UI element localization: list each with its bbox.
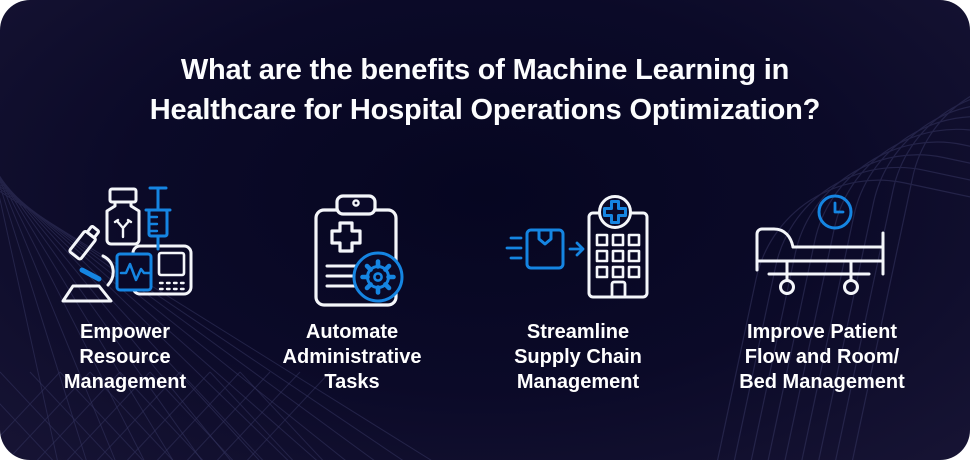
benefit-label-line: Streamline (526, 321, 630, 343)
benefit-label-line: Bed Management (739, 371, 905, 393)
page-title: What are the benefits of Machine Learnin… (40, 50, 930, 130)
lab-resources-icon (61, 186, 193, 303)
benefit-label-line: Administrative (282, 346, 422, 368)
benefit-label-line: Management (63, 371, 187, 393)
benefit-label-line: Resource (79, 346, 171, 368)
benefit-icon-wrap (468, 180, 688, 310)
benefit-label: Automate Administrative Tasks (242, 320, 462, 395)
benefit-label-line: Flow and Room/ (744, 346, 900, 368)
benefit-label-line: Improve Patient (746, 321, 898, 343)
page-title-line-2: Healthcare for Hospital Operations Optim… (149, 94, 821, 126)
benefit-label: Streamline Supply Chain Management (468, 320, 688, 395)
package-to-hospital-icon (505, 195, 649, 299)
benefit-label: Improve Patient Flow and Room/ Bed Manag… (712, 320, 932, 395)
benefit-label-line: Supply Chain (514, 346, 642, 368)
benefit-label-line: Tasks (324, 371, 380, 393)
benefit-icon-wrap (712, 188, 932, 308)
benefit-streamline-supply-chain: Streamline Supply Chain Management (468, 180, 688, 420)
benefit-icon-wrap (242, 188, 462, 308)
benefit-automate-administrative-tasks: Automate Administrative Tasks (242, 180, 462, 420)
benefit-label-line: Automate (305, 321, 399, 343)
benefit-improve-patient-flow: Improve Patient Flow and Room/ Bed Manag… (712, 180, 932, 420)
page-title-line-1: What are the benefits of Machine Learnin… (180, 54, 790, 86)
clipboard-gear-icon (314, 194, 404, 307)
hospital-bed-clock-icon (755, 194, 885, 295)
benefit-empower-resource-management: Empower Resource Management (15, 180, 235, 420)
benefit-label-line: Management (516, 371, 640, 393)
benefit-label-line: Empower (79, 321, 171, 343)
benefit-label: Empower Resource Management (15, 320, 235, 395)
benefit-icon-wrap (15, 180, 235, 306)
